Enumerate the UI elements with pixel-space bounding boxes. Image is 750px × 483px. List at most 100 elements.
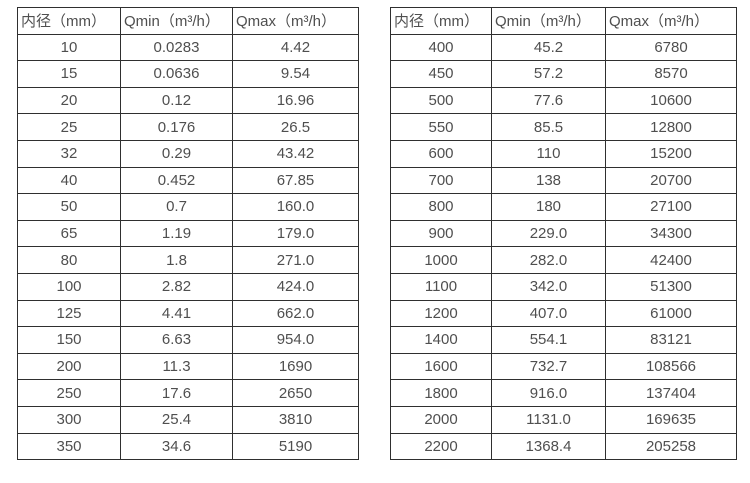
table-cell: 350 — [17, 432, 121, 461]
table-cell: 1100 — [390, 272, 492, 301]
table-cell: 85.5 — [491, 113, 606, 141]
table-row: 250 17.6 2650 — [17, 379, 359, 407]
table-row: 15 0.0636 9.54 — [17, 60, 359, 88]
table-row: 40 0.452 67.85 — [17, 166, 359, 195]
table-cell: 0.29 — [120, 139, 233, 168]
table-cell: 0.7 — [120, 193, 233, 221]
table-row: 1200 407.0 61000 — [390, 299, 737, 328]
table-cell: 1131.0 — [491, 405, 606, 434]
table-row: 400 45.2 6780 — [390, 33, 737, 62]
table-cell: 2650 — [232, 379, 359, 407]
table-cell: 229.0 — [491, 219, 606, 248]
table-cell: 16.96 — [232, 86, 359, 115]
table-row: 300 25.4 3810 — [17, 405, 359, 434]
table-cell: 342.0 — [491, 272, 606, 301]
table-row: 50 0.7 160.0 — [17, 193, 359, 221]
table-cell: 57.2 — [491, 60, 606, 88]
table-cell: 500 — [390, 86, 492, 115]
table-header: 内径（mm） Qmin（m³/h） Qmax（m³/h） — [17, 7, 359, 35]
table-row: 350 34.6 5190 — [17, 432, 359, 461]
table-cell: 550 — [390, 113, 492, 141]
table-cell: 10600 — [605, 86, 737, 115]
table-cell: 400 — [390, 33, 492, 62]
column-header: Qmax（m³/h） — [232, 7, 359, 35]
table-header: 内径（mm） Qmin（m³/h） Qmax（m³/h） — [390, 7, 737, 35]
table-cell: 1368.4 — [491, 432, 606, 461]
table-row: 25 0.176 26.5 — [17, 113, 359, 141]
table-cell: 100 — [17, 272, 121, 301]
table-cell: 1600 — [390, 352, 492, 381]
table-cell: 83121 — [605, 326, 737, 354]
table-cell: 271.0 — [232, 246, 359, 274]
table-cell: 407.0 — [491, 299, 606, 328]
table-cell: 43.42 — [232, 139, 359, 168]
table-cell: 27100 — [605, 193, 737, 221]
table-row: 20 0.12 16.96 — [17, 86, 359, 115]
table-cell: 40 — [17, 166, 121, 195]
table-row: 1100 342.0 51300 — [390, 272, 737, 301]
table-cell: 34300 — [605, 219, 737, 248]
table-cell: 0.0636 — [120, 60, 233, 88]
table-cell: 15200 — [605, 139, 737, 168]
table-cell: 954.0 — [232, 326, 359, 354]
table-cell: 4.41 — [120, 299, 233, 328]
table-cell: 12800 — [605, 113, 737, 141]
table-row: 32 0.29 43.42 — [17, 139, 359, 168]
table-cell: 77.6 — [491, 86, 606, 115]
table-cell: 200 — [17, 352, 121, 381]
table-cell: 32 — [17, 139, 121, 168]
table-cell: 179.0 — [232, 219, 359, 248]
table-cell: 1.19 — [120, 219, 233, 248]
table-cell: 50 — [17, 193, 121, 221]
table-row: 150 6.63 954.0 — [17, 326, 359, 354]
table-row: 2000 1131.0 169635 — [390, 405, 737, 434]
table-cell: 4.42 — [232, 33, 359, 62]
table-cell: 6.63 — [120, 326, 233, 354]
table-cell: 110 — [491, 139, 606, 168]
table-cell: 25.4 — [120, 405, 233, 434]
table-cell: 916.0 — [491, 379, 606, 407]
table-cell: 5190 — [232, 432, 359, 461]
table-cell: 25 — [17, 113, 121, 141]
table-cell: 662.0 — [232, 299, 359, 328]
table-cell: 8570 — [605, 60, 737, 88]
table-cell: 11.3 — [120, 352, 233, 381]
table-cell: 0.12 — [120, 86, 233, 115]
table-cell: 0.0283 — [120, 33, 233, 62]
table-cell: 424.0 — [232, 272, 359, 301]
table-cell: 150 — [17, 326, 121, 354]
table-cell: 250 — [17, 379, 121, 407]
table-cell: 20700 — [605, 166, 737, 195]
table-cell: 2200 — [390, 432, 492, 461]
table-cell: 1000 — [390, 246, 492, 274]
table-cell: 15 — [17, 60, 121, 88]
table-row: 1600 732.7 108566 — [390, 352, 737, 381]
table-cell: 3810 — [232, 405, 359, 434]
table-cell: 6780 — [605, 33, 737, 62]
flow-table-large-diameters: 内径（mm） Qmin（m³/h） Qmax（m³/h） 400 45.2 6780 45… — [390, 7, 737, 461]
table-cell: 42400 — [605, 246, 737, 274]
table-cell: 80 — [17, 246, 121, 274]
table-cell: 67.85 — [232, 166, 359, 195]
table-row: 10 0.0283 4.42 — [17, 33, 359, 62]
table-cell: 450 — [390, 60, 492, 88]
table-cell: 1400 — [390, 326, 492, 354]
table-cell: 138 — [491, 166, 606, 195]
table-cell: 20 — [17, 86, 121, 115]
table-cell: 180 — [491, 193, 606, 221]
table-cell: 1800 — [390, 379, 492, 407]
table-cell: 1.8 — [120, 246, 233, 274]
table-row: 125 4.41 662.0 — [17, 299, 359, 328]
table-row: 2200 1368.4 205258 — [390, 432, 737, 461]
table-row: 1400 554.1 83121 — [390, 326, 737, 354]
table-cell: 9.54 — [232, 60, 359, 88]
table-cell: 600 — [390, 139, 492, 168]
table-cell: 61000 — [605, 299, 737, 328]
table-row: 800 180 27100 — [390, 193, 737, 221]
table-row: 600 110 15200 — [390, 139, 737, 168]
table-cell: 137404 — [605, 379, 737, 407]
header-row: 内径（mm） Qmin（m³/h） Qmax（m³/h） — [17, 7, 359, 35]
column-header: 内径（mm） — [17, 7, 121, 35]
table-cell: 300 — [17, 405, 121, 434]
column-header: Qmin（m³/h） — [120, 7, 233, 35]
